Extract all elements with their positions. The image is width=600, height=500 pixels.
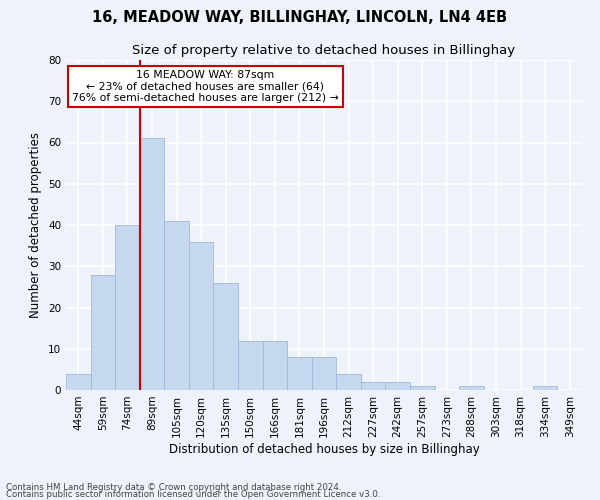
Bar	[263, 340, 287, 390]
Bar	[410, 386, 434, 390]
Title: Size of property relative to detached houses in Billinghay: Size of property relative to detached ho…	[133, 44, 515, 58]
Text: Contains public sector information licensed under the Open Government Licence v3: Contains public sector information licen…	[6, 490, 380, 499]
X-axis label: Distribution of detached houses by size in Billinghay: Distribution of detached houses by size …	[169, 442, 479, 456]
Bar	[287, 357, 312, 390]
Text: 16 MEADOW WAY: 87sqm
← 23% of detached houses are smaller (64)
76% of semi-detac: 16 MEADOW WAY: 87sqm ← 23% of detached h…	[72, 70, 338, 103]
Bar	[459, 386, 484, 390]
Bar	[238, 340, 263, 390]
Text: 16, MEADOW WAY, BILLINGHAY, LINCOLN, LN4 4EB: 16, MEADOW WAY, BILLINGHAY, LINCOLN, LN4…	[92, 10, 508, 25]
Bar	[189, 242, 214, 390]
Bar	[164, 221, 189, 390]
Bar	[533, 386, 557, 390]
Bar	[115, 225, 140, 390]
Text: Contains HM Land Registry data © Crown copyright and database right 2024.: Contains HM Land Registry data © Crown c…	[6, 484, 341, 492]
Y-axis label: Number of detached properties: Number of detached properties	[29, 132, 43, 318]
Bar	[140, 138, 164, 390]
Bar	[361, 382, 385, 390]
Bar	[91, 274, 115, 390]
Bar	[312, 357, 336, 390]
Bar	[66, 374, 91, 390]
Bar	[214, 283, 238, 390]
Bar	[385, 382, 410, 390]
Bar	[336, 374, 361, 390]
